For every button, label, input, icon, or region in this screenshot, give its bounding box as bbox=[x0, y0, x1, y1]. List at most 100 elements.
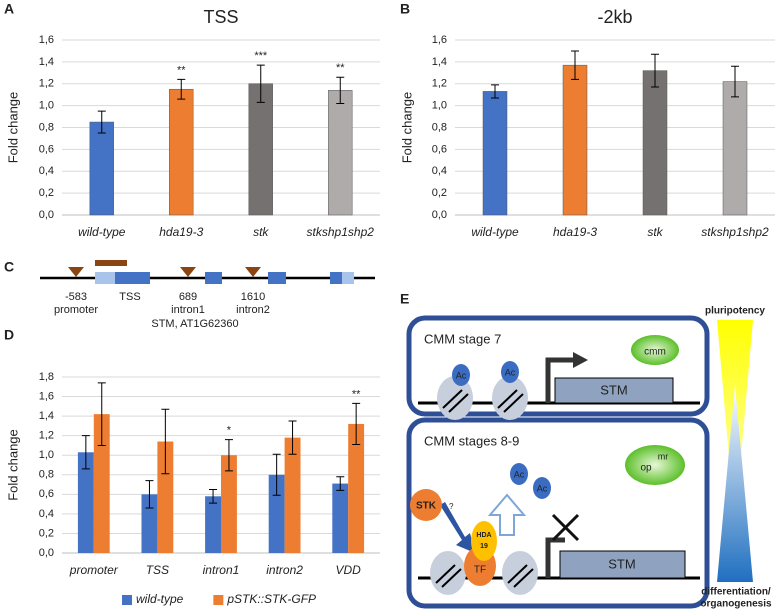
gene-label: STM bbox=[600, 382, 627, 397]
significance: ** bbox=[336, 62, 345, 74]
panel-letter: B bbox=[400, 1, 410, 17]
panel-letter: C bbox=[4, 259, 14, 275]
y-tick-label: 1,4 bbox=[432, 56, 447, 68]
site-region: promoter bbox=[54, 304, 98, 316]
acetyl-label: Ac bbox=[514, 469, 525, 479]
y-tick-label: 1,0 bbox=[39, 449, 54, 461]
y-tick-label: 1,0 bbox=[39, 100, 54, 112]
y-tick-label: 0,8 bbox=[432, 121, 447, 133]
dna-wrap bbox=[497, 389, 518, 409]
legend-swatch bbox=[122, 595, 132, 605]
error-bar bbox=[336, 476, 345, 491]
y-tick-label: 0,2 bbox=[39, 187, 54, 199]
y-tick-label: 1,4 bbox=[39, 410, 54, 422]
amplicon bbox=[95, 260, 127, 266]
exon bbox=[268, 272, 286, 284]
stk-protein bbox=[410, 489, 442, 521]
y-tick-label: 0,2 bbox=[39, 527, 54, 539]
meristem-label: mr bbox=[658, 451, 669, 461]
acetyl bbox=[501, 361, 519, 383]
panel-letter: A bbox=[4, 1, 14, 17]
x-tick-label: stkshp1shp2 bbox=[307, 225, 375, 239]
y-tick-label: 1,2 bbox=[39, 78, 54, 90]
promoter-arrow bbox=[545, 357, 575, 403]
error-bar bbox=[491, 84, 499, 99]
exon bbox=[115, 272, 150, 284]
protein-label: 19 bbox=[480, 543, 488, 550]
error-bar bbox=[224, 439, 233, 472]
acetyl bbox=[510, 463, 528, 485]
question-mark: ? bbox=[449, 502, 454, 511]
gene-diagram: -583 promoter TSS 689 intron1 1610 intro… bbox=[40, 260, 375, 330]
chart-title: TSS bbox=[203, 7, 238, 27]
meristem-label: cmm bbox=[644, 347, 666, 358]
utr bbox=[342, 272, 354, 284]
bar bbox=[205, 496, 221, 553]
gene-box bbox=[554, 377, 674, 404]
site-position: -583 bbox=[65, 291, 87, 303]
protein-label: STK bbox=[416, 501, 437, 512]
y-tick-label: 0,8 bbox=[39, 469, 54, 481]
stage-label: CMM stages 8-9 bbox=[424, 433, 519, 448]
bar bbox=[221, 455, 237, 553]
acetyl-label: Ac bbox=[505, 367, 516, 377]
bar bbox=[77, 452, 94, 553]
dna-wrap bbox=[448, 393, 469, 413]
stage-label: CMM stage 7 bbox=[424, 331, 501, 346]
error-bar bbox=[288, 420, 297, 455]
y-axis-label: Fold change bbox=[399, 92, 414, 164]
bar bbox=[332, 483, 349, 553]
bar bbox=[482, 91, 508, 216]
tss-label: TSS bbox=[119, 291, 140, 303]
x-tick-label: intron1 bbox=[203, 563, 240, 577]
error-bar bbox=[571, 50, 579, 80]
x-tick-label: wild-type bbox=[471, 225, 519, 239]
gene-label: STM bbox=[608, 556, 635, 571]
x-tick-label: hda19-3 bbox=[553, 225, 597, 239]
bar bbox=[268, 474, 285, 553]
y-tick-label: 1,0 bbox=[432, 100, 447, 112]
dna-wrap bbox=[441, 568, 462, 588]
dna-wrap bbox=[503, 393, 524, 413]
y-tick-label: 1,6 bbox=[39, 390, 54, 402]
x-tick-label: stkshp1shp2 bbox=[701, 225, 769, 239]
y-tick-label: 0,4 bbox=[39, 508, 54, 520]
release-arrow bbox=[487, 493, 527, 536]
error-bar bbox=[97, 382, 106, 446]
dna-wrap bbox=[513, 568, 534, 588]
y-tick-label: 0,0 bbox=[432, 209, 447, 221]
acetyl-label: Ac bbox=[456, 370, 467, 380]
error-bar bbox=[145, 480, 154, 509]
error-bar bbox=[161, 408, 170, 475]
model-diagram: CMM stage 7 cmm Ac Ac STM CMM stages 8-9… bbox=[406, 306, 772, 610]
bar bbox=[157, 441, 174, 553]
y-tick-label: 0,4 bbox=[432, 165, 447, 177]
y-tick-label: 0,2 bbox=[432, 187, 447, 199]
gradient-label: differentiation/ bbox=[701, 587, 771, 598]
y-axis-label: Fold change bbox=[5, 429, 20, 501]
y-tick-label: 1,6 bbox=[432, 34, 447, 46]
panel-letter: D bbox=[4, 327, 14, 343]
x-tick-label: stk bbox=[253, 225, 269, 239]
bar bbox=[248, 83, 273, 216]
hda-protein bbox=[471, 521, 497, 561]
chart-title: -2kb bbox=[597, 7, 632, 27]
y-tick-label: 1,4 bbox=[39, 56, 54, 68]
gradient-label: pluripotency bbox=[705, 306, 765, 317]
error-bar bbox=[272, 453, 281, 496]
acetyl-label: Ac bbox=[537, 483, 548, 493]
binding-arrow bbox=[440, 502, 475, 553]
site-marker bbox=[68, 267, 84, 277]
gradient-triangle bbox=[717, 385, 753, 582]
error-bar bbox=[352, 402, 361, 445]
y-tick-label: 0,4 bbox=[39, 165, 54, 177]
site-marker bbox=[245, 267, 261, 277]
error-bar bbox=[256, 64, 265, 103]
y-tick-label: 0,0 bbox=[39, 209, 54, 221]
site-marker bbox=[180, 267, 196, 277]
legend-swatch bbox=[213, 595, 224, 605]
acetyl bbox=[452, 364, 470, 386]
bar bbox=[169, 88, 194, 216]
dna-wrap bbox=[435, 564, 456, 584]
utr bbox=[95, 272, 115, 284]
